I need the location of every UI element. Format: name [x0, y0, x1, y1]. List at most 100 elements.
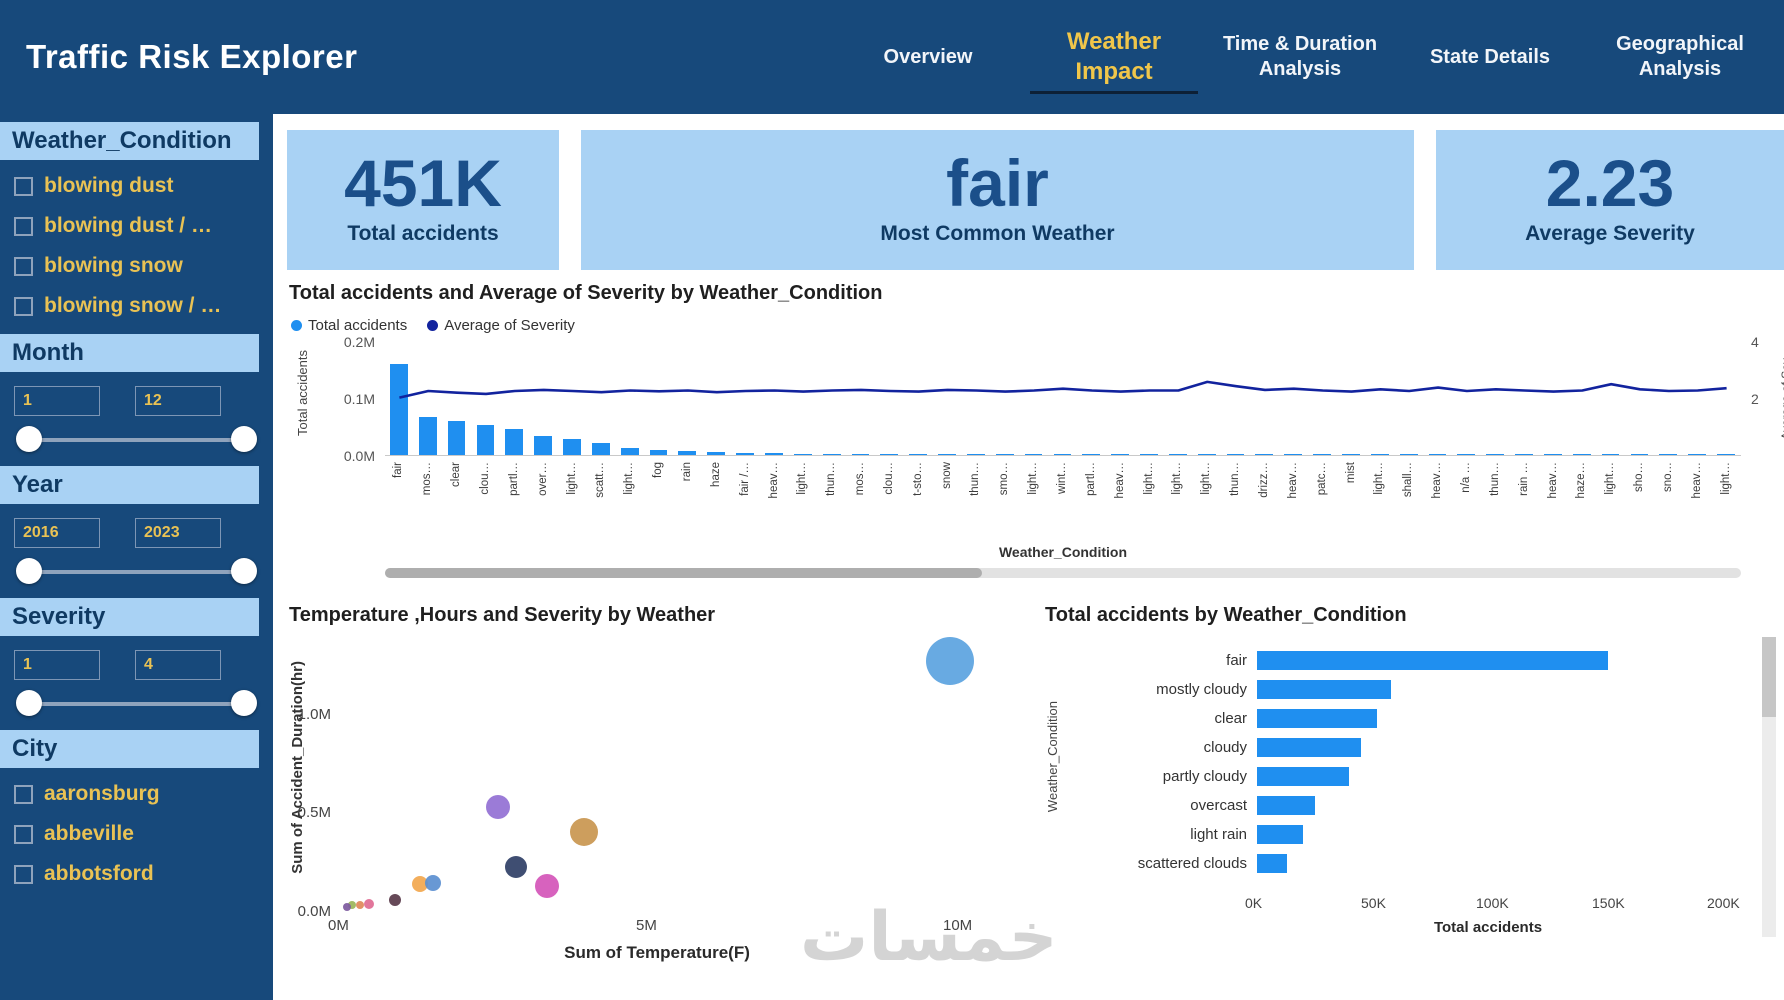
slider-handle-max[interactable]	[231, 426, 257, 452]
bar-total-accidents[interactable]	[563, 439, 581, 455]
bar-total-accidents[interactable]	[793, 453, 812, 455]
bar-total-accidents[interactable]	[707, 452, 726, 455]
bar-total-accidents[interactable]	[765, 453, 783, 455]
bar-scattered-clouds[interactable]	[1257, 854, 1287, 873]
bar-total-accidents[interactable]	[1226, 453, 1245, 455]
slider-handle-max[interactable]	[231, 690, 257, 716]
bar-total-accidents[interactable]	[447, 420, 466, 455]
vertical-scrollbar[interactable]	[1762, 637, 1776, 937]
bar-total-accidents[interactable]	[1024, 453, 1043, 455]
bar-total-accidents[interactable]	[1457, 453, 1476, 455]
bar-total-accidents[interactable]	[1688, 453, 1707, 455]
bubble-point[interactable]	[355, 901, 364, 910]
tab-geographical-analysis[interactable]: Geographical Analysis	[1616, 33, 1744, 80]
filter-option-blowing-snow[interactable]: blowing snow	[0, 246, 273, 286]
filter-option-blowing-dust[interactable]: blowing dust / …	[0, 206, 273, 246]
filter-option-blowing-dust[interactable]: blowing dust	[0, 166, 273, 206]
bar-total-accidents[interactable]	[534, 435, 553, 455]
checkbox-icon[interactable]	[14, 256, 33, 276]
bar-total-accidents[interactable]	[1630, 453, 1649, 455]
bar-total-accidents[interactable]	[678, 451, 697, 455]
filter-option-label[interactable]: abbeville	[44, 822, 134, 845]
filter-option-label[interactable]: blowing dust	[44, 174, 174, 197]
filter-option-abbeville[interactable]: abbeville	[0, 814, 273, 854]
bubble-point[interactable]	[926, 636, 975, 685]
bar-total-accidents[interactable]	[822, 453, 841, 455]
bubble-point[interactable]	[505, 855, 528, 878]
checkbox-icon[interactable]	[14, 176, 33, 196]
bar-total-accidents[interactable]	[505, 428, 524, 455]
bar-total-accidents[interactable]	[1515, 453, 1533, 455]
vertical-scrollbar-thumb[interactable]	[1762, 637, 1776, 717]
bar-overcast[interactable]	[1257, 796, 1315, 815]
filter-option-label[interactable]: blowing snow	[44, 254, 183, 277]
bubble-point[interactable]	[485, 794, 510, 819]
bar-total-accidents[interactable]	[1342, 453, 1360, 455]
bar-total-accidents[interactable]	[620, 447, 639, 455]
bar-total-accidents[interactable]	[1284, 453, 1303, 455]
bar-total-accidents[interactable]	[1572, 453, 1591, 455]
bar-total-accidents[interactable]	[880, 453, 899, 455]
bar-total-accidents[interactable]	[1140, 453, 1158, 455]
bar-total-accidents[interactable]	[418, 417, 437, 455]
bar-fair[interactable]	[1257, 651, 1609, 670]
bar-clear[interactable]	[1257, 709, 1378, 728]
horizontal-scrollbar[interactable]	[385, 568, 1741, 578]
horizontal-scrollbar-thumb[interactable]	[385, 568, 982, 578]
bar-total-accidents[interactable]	[1168, 453, 1187, 455]
range-min-input-month[interactable]	[14, 386, 100, 416]
tab-state-details[interactable]: State Details	[1429, 45, 1551, 68]
bar-total-accidents[interactable]	[1053, 453, 1072, 455]
bar-partly-cloudy[interactable]	[1257, 767, 1350, 786]
bar-total-accidents[interactable]	[1082, 453, 1101, 455]
bar-total-accidents[interactable]	[966, 453, 985, 455]
bubble-point[interactable]	[535, 874, 560, 899]
bubble-point[interactable]	[343, 903, 352, 912]
range-max-input-month[interactable]	[135, 386, 221, 416]
bar-total-accidents[interactable]	[1370, 453, 1389, 455]
bar-total-accidents[interactable]	[736, 452, 754, 455]
checkbox-icon[interactable]	[14, 864, 33, 884]
bar-mostly-cloudy[interactable]	[1257, 680, 1391, 699]
bar-total-accidents[interactable]	[1601, 453, 1620, 455]
bar-total-accidents[interactable]	[1197, 453, 1216, 455]
bar-total-accidents[interactable]	[1111, 453, 1130, 455]
checkbox-icon[interactable]	[14, 296, 33, 316]
bar-total-accidents[interactable]	[1255, 453, 1274, 455]
bubble-point[interactable]	[363, 899, 374, 910]
tab-time-duration-analysis[interactable]: Time & Duration Analysis	[1222, 33, 1378, 80]
bar-cloudy[interactable]	[1257, 738, 1361, 757]
bar-total-accidents[interactable]	[1717, 453, 1735, 455]
bar-total-accidents[interactable]	[476, 424, 495, 455]
checkbox-icon[interactable]	[14, 216, 33, 236]
bubble-point[interactable]	[570, 818, 598, 847]
range-min-input-severity[interactable]	[14, 650, 100, 680]
bubble-point[interactable]	[389, 894, 402, 907]
bar-total-accidents[interactable]	[938, 453, 956, 455]
tab-overview[interactable]: Overview	[883, 45, 973, 68]
bar-light-rain[interactable]	[1257, 825, 1304, 844]
checkbox-icon[interactable]	[14, 824, 33, 844]
bar-total-accidents[interactable]	[909, 453, 928, 455]
checkbox-icon[interactable]	[14, 784, 33, 804]
bar-total-accidents[interactable]	[1428, 453, 1447, 455]
bar-total-accidents[interactable]	[851, 453, 870, 455]
slider-handle-min[interactable]	[16, 426, 42, 452]
filter-option-label[interactable]: abbotsford	[44, 862, 154, 885]
bubble-point[interactable]	[348, 901, 357, 910]
bubble-point[interactable]	[425, 875, 442, 892]
slider-handle-min[interactable]	[16, 690, 42, 716]
bar-total-accidents[interactable]	[649, 449, 668, 455]
bar-total-accidents[interactable]	[1486, 453, 1505, 455]
bar-total-accidents[interactable]	[591, 442, 610, 455]
bar-total-accidents[interactable]	[995, 453, 1014, 455]
slider-handle-max[interactable]	[231, 558, 257, 584]
bar-total-accidents[interactable]	[1543, 453, 1562, 455]
bar-total-accidents[interactable]	[1313, 453, 1331, 455]
legend-item-average-of-severity[interactable]: Average of Severity	[427, 317, 575, 334]
bar-total-accidents[interactable]	[389, 363, 408, 455]
filter-option-aaronsburg[interactable]: aaronsburg	[0, 774, 273, 814]
filter-option-label[interactable]: blowing dust / …	[44, 214, 212, 237]
tab-weather-impact[interactable]: Weather Impact	[1030, 21, 1198, 94]
range-max-input-year[interactable]	[135, 518, 221, 548]
